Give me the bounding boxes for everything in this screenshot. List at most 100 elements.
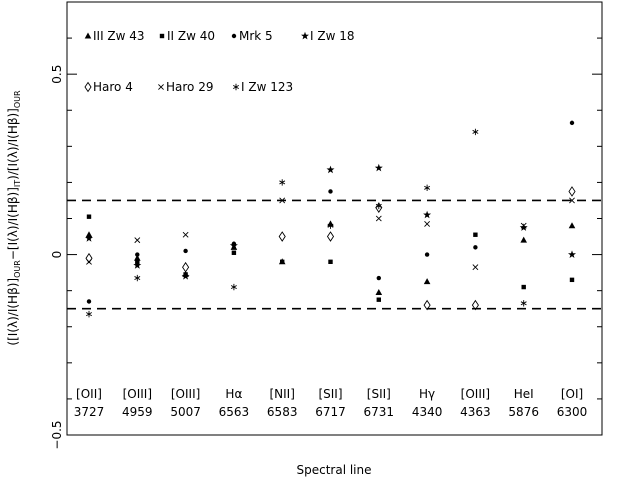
legend-label: I Zw 18 xyxy=(310,29,354,43)
data-point-diamond xyxy=(568,186,576,197)
reference-lines xyxy=(67,199,602,310)
data-point-square xyxy=(86,214,92,219)
data-point-cross xyxy=(472,264,479,271)
data-point-circle xyxy=(424,252,430,257)
data-point-diamond xyxy=(375,202,383,213)
data-point-square xyxy=(376,297,381,302)
data-point-star xyxy=(133,261,142,269)
data-point-cross xyxy=(424,220,431,227)
category-name-label: [SII] xyxy=(318,387,342,401)
data-point-circle xyxy=(473,245,478,250)
data-point-diamond xyxy=(278,231,286,242)
data-point-diamond xyxy=(326,231,335,242)
data-point-star xyxy=(181,272,190,280)
data-point-star xyxy=(85,234,93,242)
data-point-asterisk xyxy=(424,184,431,192)
legend-marker-circle xyxy=(231,33,237,39)
data-point-diamond xyxy=(471,299,479,311)
data-point-cross xyxy=(569,197,575,204)
data-point-asterisk xyxy=(134,274,141,282)
category-wavelength-label: 5007 xyxy=(170,405,201,419)
category-name-label: [SII] xyxy=(367,387,391,401)
data-point-triangle xyxy=(423,278,431,285)
legend-marker-cross xyxy=(158,84,164,90)
data-point-triangle xyxy=(520,236,527,243)
data-point-triangle xyxy=(568,222,576,229)
category-wavelength-label: 6717 xyxy=(315,405,346,419)
category-wavelength-label: 3727 xyxy=(74,405,105,419)
data-point-circle xyxy=(86,299,92,304)
data-point-diamond xyxy=(423,299,431,311)
data-markers xyxy=(85,120,576,318)
data-point-square xyxy=(521,284,526,290)
x-axis-label: Spectral line xyxy=(296,463,371,477)
category-name-label: [OIII] xyxy=(461,387,490,401)
category-labels: [OII] 3727 [OIII] 4959 [OIII] 5007 Hα 6563 [NII]… xyxy=(74,387,588,419)
legend: III Zw 43 II Zw 40 Mrk 5 I Zw 18 Haro 4 Haro … xyxy=(84,29,354,94)
category-name-label: [OIII] xyxy=(171,387,200,401)
data-point-cross xyxy=(279,197,286,204)
data-point-circle xyxy=(569,120,575,126)
y-tick-label: 0 xyxy=(50,251,64,259)
category-name-label: [OIII] xyxy=(123,387,152,401)
legend-label: Haro 4 xyxy=(93,80,133,94)
data-point-asterisk xyxy=(279,179,286,186)
legend-label: I Zw 123 xyxy=(241,80,293,94)
data-point-star xyxy=(568,250,576,258)
data-point-star xyxy=(326,165,335,174)
data-point-circle xyxy=(376,275,381,281)
category-wavelength-label: 4959 xyxy=(122,405,153,419)
legend-marker-square xyxy=(159,33,165,39)
data-point-cross xyxy=(520,222,527,229)
category-name-label: Hα xyxy=(225,387,242,401)
legend-marker-star xyxy=(301,31,309,40)
category-name-label: HeI xyxy=(514,387,534,401)
data-point-cross xyxy=(182,231,189,238)
data-point-circle xyxy=(328,189,333,194)
data-point-square xyxy=(473,232,478,237)
category-wavelength-label: 6583 xyxy=(267,405,298,419)
data-point-asterisk xyxy=(230,283,237,291)
category-name-label: [NII] xyxy=(269,387,294,401)
plot-frame xyxy=(66,1,603,436)
legend-marker-diamond xyxy=(84,81,92,93)
data-point-asterisk xyxy=(520,300,527,307)
category-wavelength-label: 4363 xyxy=(460,405,491,419)
data-point-asterisk xyxy=(375,202,382,210)
data-point-square xyxy=(328,259,333,264)
svg-text:([I(λ)/I(Hβ)]OUR−[I(λ)/I(Hβ)]I: ([I(λ)/I(Hβ)]OUR−[I(λ)/I(Hβ)]IT)/[I(λ)/I… xyxy=(6,90,23,346)
legend-marker-triangle xyxy=(84,32,92,39)
data-point-asterisk xyxy=(86,310,92,318)
data-point-diamond xyxy=(182,261,190,273)
data-point-diamond xyxy=(85,252,93,264)
data-point-star xyxy=(374,163,383,172)
data-point-star xyxy=(423,210,432,219)
category-name-label: [OI] xyxy=(561,387,583,401)
data-point-cross xyxy=(86,258,92,265)
data-point-triangle xyxy=(134,254,141,261)
data-point-circle xyxy=(135,252,140,257)
y-axis-ticks xyxy=(67,1,602,436)
category-wavelength-label: 5876 xyxy=(508,405,539,419)
category-wavelength-label: 6300 xyxy=(557,405,588,419)
data-point-cross xyxy=(134,237,141,244)
data-point-asterisk xyxy=(472,128,479,136)
category-wavelength-label: 6563 xyxy=(219,405,250,419)
category-wavelength-label: 4340 xyxy=(412,405,443,419)
data-point-triangle xyxy=(375,288,383,295)
data-point-star xyxy=(229,241,238,249)
data-point-square xyxy=(231,250,237,255)
legend-label: II Zw 40 xyxy=(167,29,215,43)
data-point-asterisk xyxy=(327,222,334,229)
data-point-square xyxy=(280,259,285,264)
data-point-cross xyxy=(375,215,382,222)
y-axis-tick-labels: −0.5 0 0.5 xyxy=(50,65,64,450)
category-name-label: Hγ xyxy=(419,387,435,401)
legend-label: Mrk 5 xyxy=(239,29,273,43)
y-axis-label: ([I(λ)/I(Hβ)]OUR−[I(λ)/I(Hβ)]IT)/[I(λ)/I… xyxy=(6,90,23,346)
y-tick-label: 0.5 xyxy=(50,65,64,84)
data-point-circle xyxy=(183,248,188,254)
data-point-square xyxy=(569,277,575,283)
category-name-label: [OII] xyxy=(76,387,102,401)
